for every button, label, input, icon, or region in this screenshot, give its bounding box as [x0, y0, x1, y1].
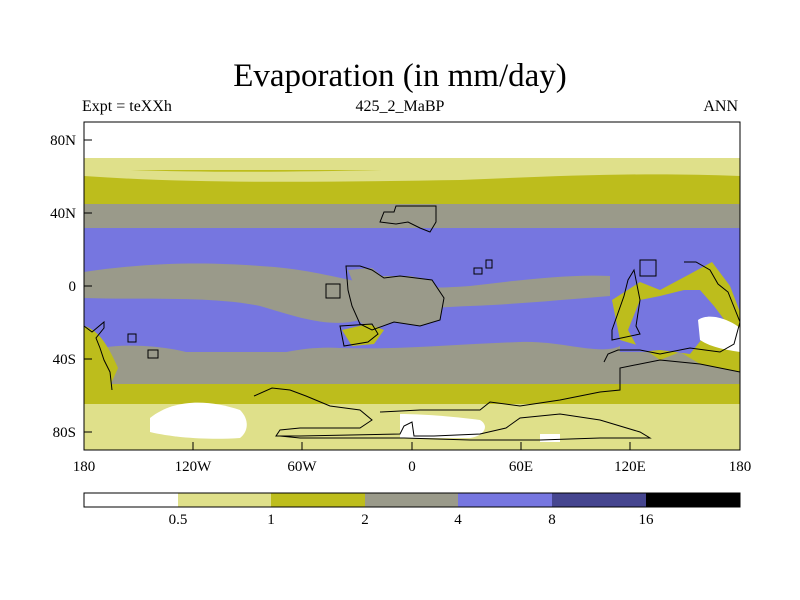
lon-label-60w: 60W	[287, 459, 317, 475]
colorbar-label-4: 4	[454, 512, 462, 528]
colorbar-label-3: 2	[361, 512, 369, 528]
colorbar-box-2	[178, 493, 271, 507]
map-title: Evaporation (in mm/day)	[233, 58, 567, 94]
colorbar: 0.5 1 2 4 8 16	[83, 492, 741, 528]
colorbar-box-5	[458, 493, 552, 507]
colorbar-box-1	[84, 493, 178, 507]
coast-island-east	[639, 259, 657, 277]
lon-label-0: 0	[408, 459, 416, 475]
patch-gray-continent	[348, 268, 444, 330]
coast-south-ridge	[379, 359, 740, 413]
patch-pale-north	[84, 163, 740, 182]
colorbar-box-6	[552, 493, 646, 507]
lat-label-0: 0	[69, 279, 77, 295]
season-label: ANN	[703, 98, 738, 115]
lat-axis: 80N 40N 0 40S 80S	[50, 133, 92, 441]
patch-white-southeast	[698, 316, 740, 352]
colorbar-box-3	[271, 493, 365, 507]
colorbar-label-2: 1	[267, 512, 275, 528]
coast-north-continent	[379, 205, 437, 233]
coastlines	[84, 205, 740, 441]
coast-south-continent	[339, 323, 379, 347]
colorbar-frame	[83, 492, 741, 508]
coast-equatorial-continent	[345, 265, 445, 331]
patch-white-antarctic-east	[540, 434, 560, 442]
band-olive-south	[84, 384, 740, 406]
patch-gray-south	[84, 341, 620, 379]
experiment-label: Expt = teXXh	[82, 98, 172, 115]
colorbar-box-7	[646, 493, 740, 507]
colorbar-label-6: 16	[639, 512, 655, 528]
patch-gray-equatorial	[84, 263, 610, 323]
coast-small-islands-north	[473, 259, 493, 275]
lon-label-120e: 120E	[614, 459, 646, 475]
coast-east-continent	[611, 268, 641, 341]
colorbar-box-4	[365, 493, 458, 507]
coast-antarctic	[253, 387, 652, 441]
coast-southwest	[84, 320, 159, 391]
lat-label-80n: 80N	[50, 133, 76, 149]
coast-southeast-continent	[603, 261, 740, 363]
patch-white-antarctic-west	[150, 402, 247, 439]
lat-label-40n: 40N	[50, 206, 76, 222]
lon-label-180e: 180	[729, 459, 752, 475]
lat-label-80s: 80S	[53, 425, 76, 441]
lon-label-60e: 60E	[509, 459, 533, 475]
lon-label-180w: 180	[73, 459, 96, 475]
lon-axis: 180 120W 60W 0 60E 120E 180	[73, 442, 752, 475]
period-label: 425_2_MaBP	[355, 98, 445, 115]
lat-label-40s: 40S	[53, 352, 76, 368]
patch-white-antarctic-center	[400, 414, 485, 438]
band-gray-north	[84, 204, 740, 230]
map-field	[84, 122, 740, 450]
lon-label-120w: 120W	[175, 459, 213, 475]
colorbar-label-1: 0.5	[169, 512, 188, 528]
colorbar-label-5: 8	[548, 512, 556, 528]
coast-small-island-west	[325, 283, 341, 299]
